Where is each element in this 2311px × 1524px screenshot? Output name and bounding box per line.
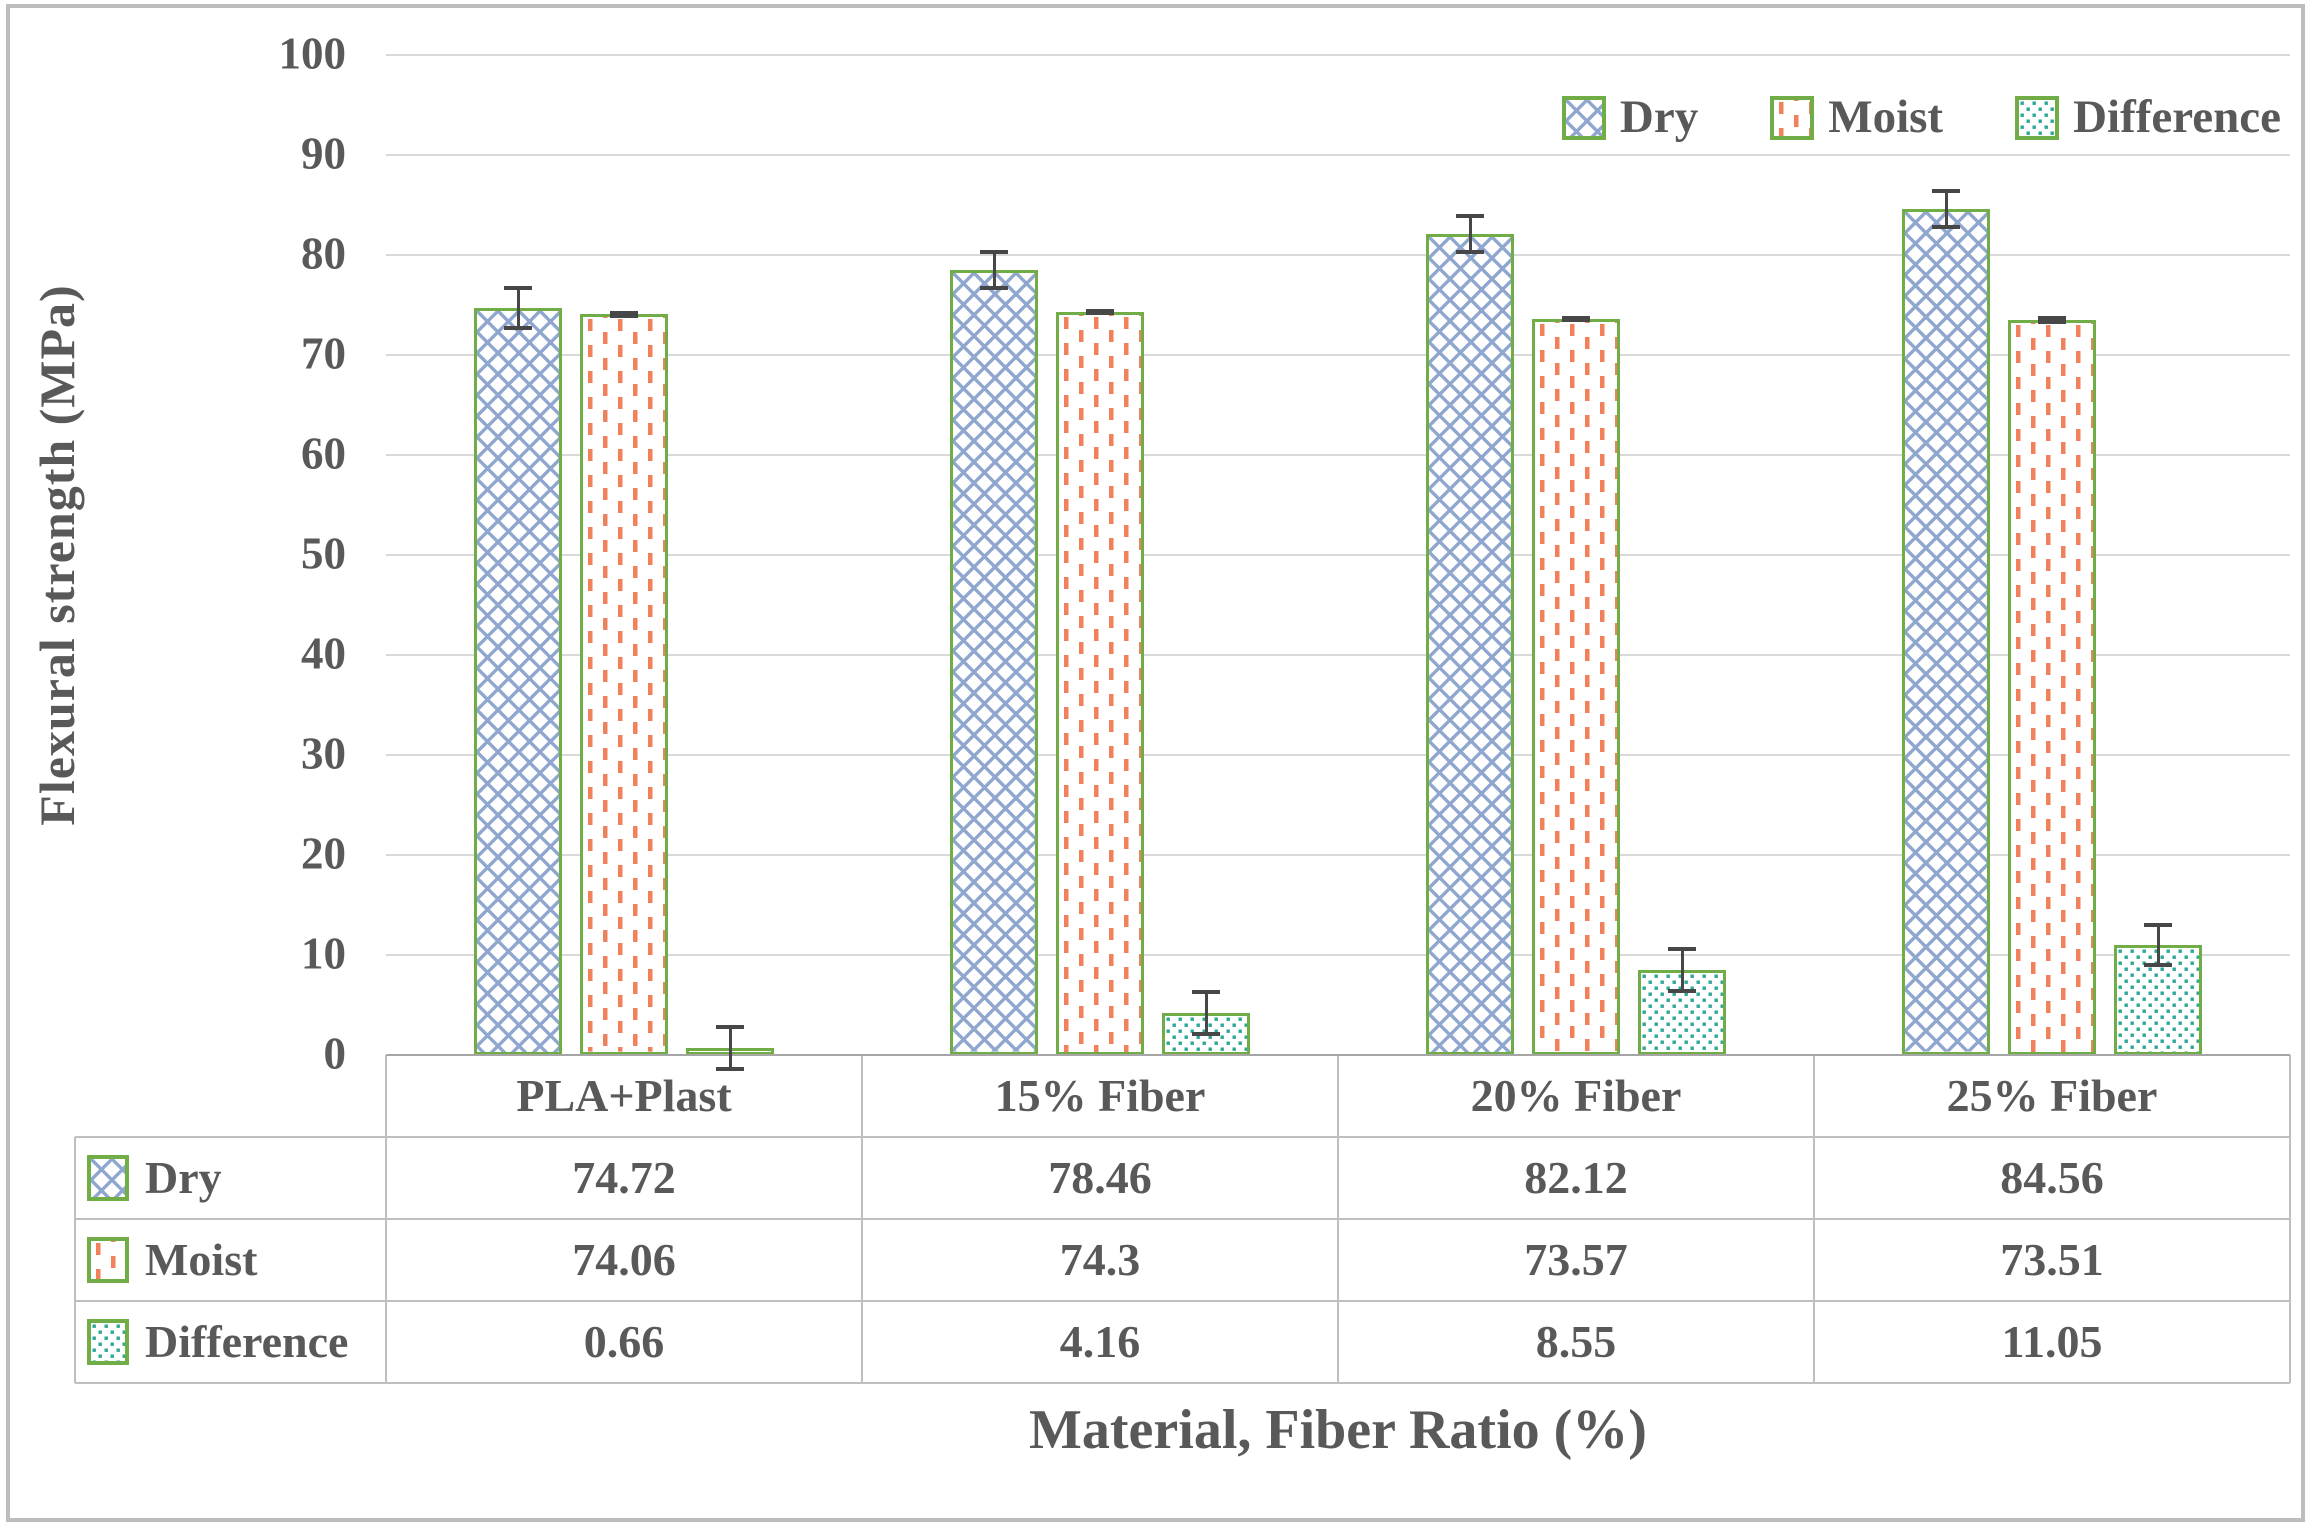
table-row-name-dry: Dry	[145, 1152, 222, 1203]
bar-moist-pla-plast	[580, 314, 668, 1055]
x-axis-line	[386, 1054, 2290, 1056]
gridline	[386, 954, 2290, 956]
y-tick-label-60: 60	[301, 428, 346, 479]
table-vertical-line	[861, 1055, 863, 1383]
error-bar-moist-15-fiber	[1086, 309, 1114, 315]
category-header-20-fiber: 20% Fiber	[1470, 1070, 1682, 1121]
bar-dry-20-fiber	[1426, 233, 1514, 1055]
table-horizontal-line	[75, 1300, 2290, 1302]
plot-area	[386, 54, 2290, 1072]
error-bar-moist-20-fiber	[1562, 316, 1590, 323]
gridline	[386, 354, 2290, 356]
error-bar-difference-20-fiber	[1668, 946, 1696, 993]
legend-key-moist-icon	[1770, 95, 1815, 140]
gridline	[386, 554, 2290, 556]
table-row-name-moist: Moist	[145, 1234, 258, 1285]
gridline	[386, 254, 2290, 256]
error-bar-difference-15-fiber	[1192, 990, 1220, 1037]
y-tick-label-30: 30	[301, 728, 346, 779]
table-cell-dry-20-fiber: 82.12	[1524, 1152, 1628, 1203]
table-cell-dry-pla-plast: 74.72	[572, 1152, 676, 1203]
table-vertical-line	[2289, 1055, 2291, 1383]
bar-moist-15-fiber	[1056, 312, 1144, 1055]
legend-label-difference: Difference	[2073, 91, 2281, 143]
y-tick-label-40: 40	[301, 628, 346, 679]
gridline	[386, 454, 2290, 456]
table-cell-dry-15-fiber: 78.46	[1048, 1152, 1152, 1203]
x-axis-title: Material, Fiber Ratio (%)	[1029, 1399, 1647, 1461]
table-vertical-line	[1813, 1055, 1815, 1383]
table-key-moist-icon	[87, 1237, 129, 1283]
gridline	[386, 154, 2290, 156]
legend-item-dry: Dry	[1561, 91, 1699, 143]
y-tick-label-70: 70	[301, 328, 346, 379]
table-vertical-line	[385, 1055, 387, 1383]
legend-key-dry-icon	[1561, 95, 1606, 140]
table-cell-difference-15-fiber: 4.16	[1059, 1316, 1141, 1367]
gridline	[386, 654, 2290, 656]
y-tick-label-100: 100	[278, 28, 347, 79]
y-tick-label-90: 90	[301, 128, 346, 179]
table-key-difference-icon	[87, 1319, 129, 1365]
table-horizontal-line	[75, 1382, 2290, 1384]
bar-dry-pla-plast	[474, 307, 562, 1055]
table-left-border	[74, 1137, 76, 1383]
bar-dry-25-fiber	[1902, 209, 1990, 1055]
table-cell-difference-pla-plast: 0.66	[583, 1316, 665, 1367]
error-bar-dry-15-fiber	[980, 250, 1008, 291]
table-cell-difference-25-fiber: 11.05	[2001, 1316, 2103, 1367]
error-bar-moist-pla-plast	[610, 310, 638, 318]
y-axis-ticks: 0 10 20 30 40 50 60 70 80 90 100	[0, 31, 347, 1076]
table-cell-difference-20-fiber: 8.55	[1535, 1316, 1617, 1367]
bar-moist-25-fiber	[2008, 319, 2096, 1055]
table-cell-moist-pla-plast: 74.06	[572, 1234, 676, 1285]
bar-difference-25-fiber	[2114, 944, 2202, 1055]
y-tick-label-80: 80	[301, 228, 346, 279]
y-tick-label-0: 0	[323, 1028, 347, 1079]
gridline	[386, 54, 2290, 56]
legend-label-dry: Dry	[1619, 91, 1699, 143]
error-bar-difference-pla-plast	[716, 1025, 744, 1072]
legend-item-difference: Difference	[2015, 94, 2281, 141]
category-header-pla-plast: PLA+Plast	[516, 1070, 732, 1121]
error-bar-dry-25-fiber	[1932, 189, 1960, 230]
gridline	[386, 754, 2290, 756]
table-cell-moist-25-fiber: 73.51	[2000, 1234, 2104, 1285]
gridline	[386, 854, 2290, 856]
legend: Dry Moist Difference	[1561, 91, 2281, 143]
table-row-label-difference: Difference	[75, 1301, 386, 1383]
legend-key-difference-icon	[2015, 95, 2060, 140]
table-row-label-moist: Moist	[75, 1219, 386, 1301]
error-bar-difference-25-fiber	[2144, 922, 2172, 967]
table-key-dry-icon	[87, 1155, 129, 1201]
error-bar-dry-20-fiber	[1456, 213, 1484, 254]
table-cell-dry-25-fiber: 84.56	[2000, 1152, 2104, 1203]
table-vertical-line	[1337, 1055, 1339, 1383]
table-row-label-dry: Dry	[75, 1137, 386, 1219]
y-tick-label-10: 10	[301, 928, 346, 979]
legend-label-moist: Moist	[1828, 91, 1944, 143]
table-cell-moist-15-fiber: 74.3	[1059, 1234, 1141, 1285]
error-bar-moist-25-fiber	[2038, 315, 2066, 324]
category-header-25-fiber: 25% Fiber	[1946, 1070, 2158, 1121]
table-row-name-difference: Difference	[145, 1316, 349, 1367]
bar-moist-20-fiber	[1532, 319, 1620, 1055]
legend-item-moist: Moist	[1770, 94, 1943, 141]
y-tick-label-20: 20	[301, 828, 346, 879]
table-horizontal-line	[75, 1218, 2290, 1220]
category-header-15-fiber: 15% Fiber	[994, 1070, 1206, 1121]
table-cell-moist-20-fiber: 73.57	[1524, 1234, 1628, 1285]
table-horizontal-line	[75, 1136, 2290, 1138]
error-bar-dry-pla-plast	[504, 285, 532, 330]
bar-dry-15-fiber	[950, 270, 1038, 1055]
y-tick-label-50: 50	[301, 528, 346, 579]
chart-outer-frame	[6, 4, 2305, 1522]
